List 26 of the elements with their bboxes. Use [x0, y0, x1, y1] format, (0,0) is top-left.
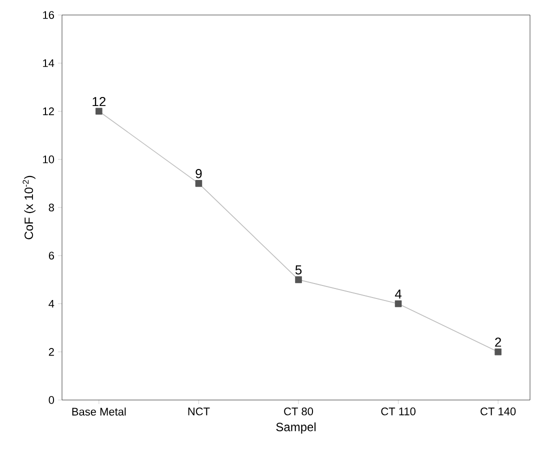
x-tick-label: Base Metal [72, 408, 126, 416]
y-tick-label: 4 [48, 300, 54, 308]
data-label: 2 [495, 338, 502, 347]
data-label: 9 [196, 169, 202, 178]
y-axis-title: CoF (x 10$^{-2}$) [22, 176, 36, 240]
point [96, 108, 102, 115]
point [295, 276, 302, 284]
x-tick-label: NCT [188, 408, 210, 416]
x-tick-label: CT 140 [480, 408, 516, 416]
y-tick-label: 16 [43, 11, 54, 19]
data-label: 12 [92, 96, 106, 106]
y-tick-label: 2 [48, 348, 54, 356]
data-label: 4 [394, 290, 402, 299]
point [195, 180, 202, 187]
y-tick-label: 0 [48, 396, 54, 404]
point [494, 348, 502, 356]
y-tick-label: 6 [48, 252, 54, 260]
point [394, 300, 402, 308]
x-tick-label: CT 80 [284, 408, 314, 416]
y-tick-label: 8 [48, 204, 54, 212]
y-tick-label: 10 [43, 155, 54, 164]
x-tick-label: CT 110 [381, 408, 416, 416]
y-tick-label: 14 [43, 59, 54, 67]
y-tick-label: 12 [43, 107, 54, 116]
x-axis-title: Sampel [276, 422, 316, 434]
data-label: 5 [295, 265, 302, 274]
